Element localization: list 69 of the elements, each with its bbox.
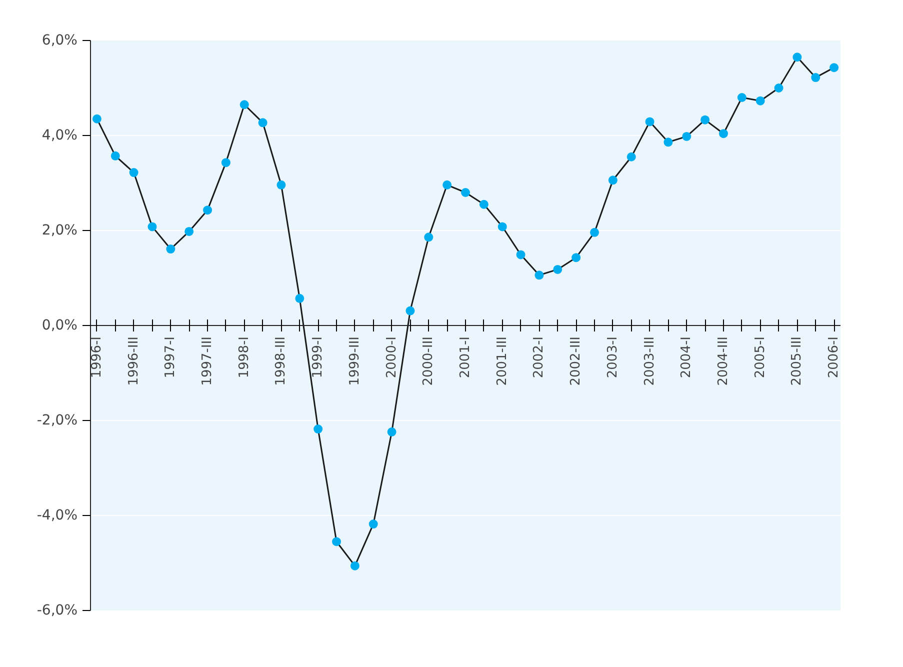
point [737,93,746,102]
x-tick-label: 2000-III [421,336,436,386]
point [258,118,268,128]
point [92,114,102,124]
point [756,96,765,106]
point [718,129,728,138]
x-tick-label: 2003-III [642,336,658,386]
point [479,200,488,209]
point [129,168,138,178]
x-tick-label: 2006-I [826,336,842,378]
point [424,232,434,242]
x-tick-label: 2000-I [384,336,400,378]
point [442,180,452,190]
point [700,115,710,124]
point [240,100,249,110]
y-tick-label: 4,0% [42,128,78,144]
y-tick-label: 6,0% [42,32,78,48]
x-tick-label: 1996-I [89,336,104,378]
point [811,73,820,82]
point [295,294,304,303]
y-tick-label: 2,0% [42,222,78,238]
y-tick-label: -6,0% [36,602,78,618]
point [110,151,120,160]
x-tick-label: 2005-I [752,336,768,378]
x-tick-label: 2005-III [790,336,805,386]
x-tick-label: 1999-III [347,336,362,386]
point [184,226,194,236]
point [314,424,323,434]
point [406,306,415,316]
point [516,250,526,260]
point [387,427,396,436]
x-tick-label: 2004-III [716,336,731,386]
point [498,222,507,232]
x-tick-label: 2001-I [458,336,473,378]
point [148,222,157,232]
point [461,188,470,197]
x-tick-label: 2001-III [494,336,510,386]
point [590,228,599,237]
x-tick-label: 1997-III [200,336,216,386]
x-tick-label: 2004-I [679,336,694,378]
y-tick-label: 0,0% [42,318,78,334]
x-tick-label: 2002-I [532,336,547,378]
point [553,264,562,274]
point [608,176,618,185]
point [572,253,581,262]
x-tick-label: 2002-III [568,336,584,386]
point [203,206,212,215]
y-tick-label: -2,0% [36,412,78,428]
x-tick-label: 1997-I [163,336,178,378]
point [350,561,360,570]
point [221,158,230,168]
x-tick-label: 1998-I [236,336,252,378]
x-tick-label: 2003-I [605,336,620,378]
point [626,152,636,162]
point [664,138,673,147]
point [534,270,544,280]
point [276,180,286,190]
point [166,244,176,254]
y-tick-label: -4,0% [36,508,78,524]
x-tick-label: 1996-III [126,336,142,386]
point [682,132,692,141]
x-tick-label: 1998-III [274,336,289,386]
point [368,520,378,529]
point [792,52,802,62]
point [332,537,342,546]
x-tick-label: 1999-I [310,336,326,378]
point [645,117,654,126]
point [830,63,839,72]
point [774,84,784,92]
